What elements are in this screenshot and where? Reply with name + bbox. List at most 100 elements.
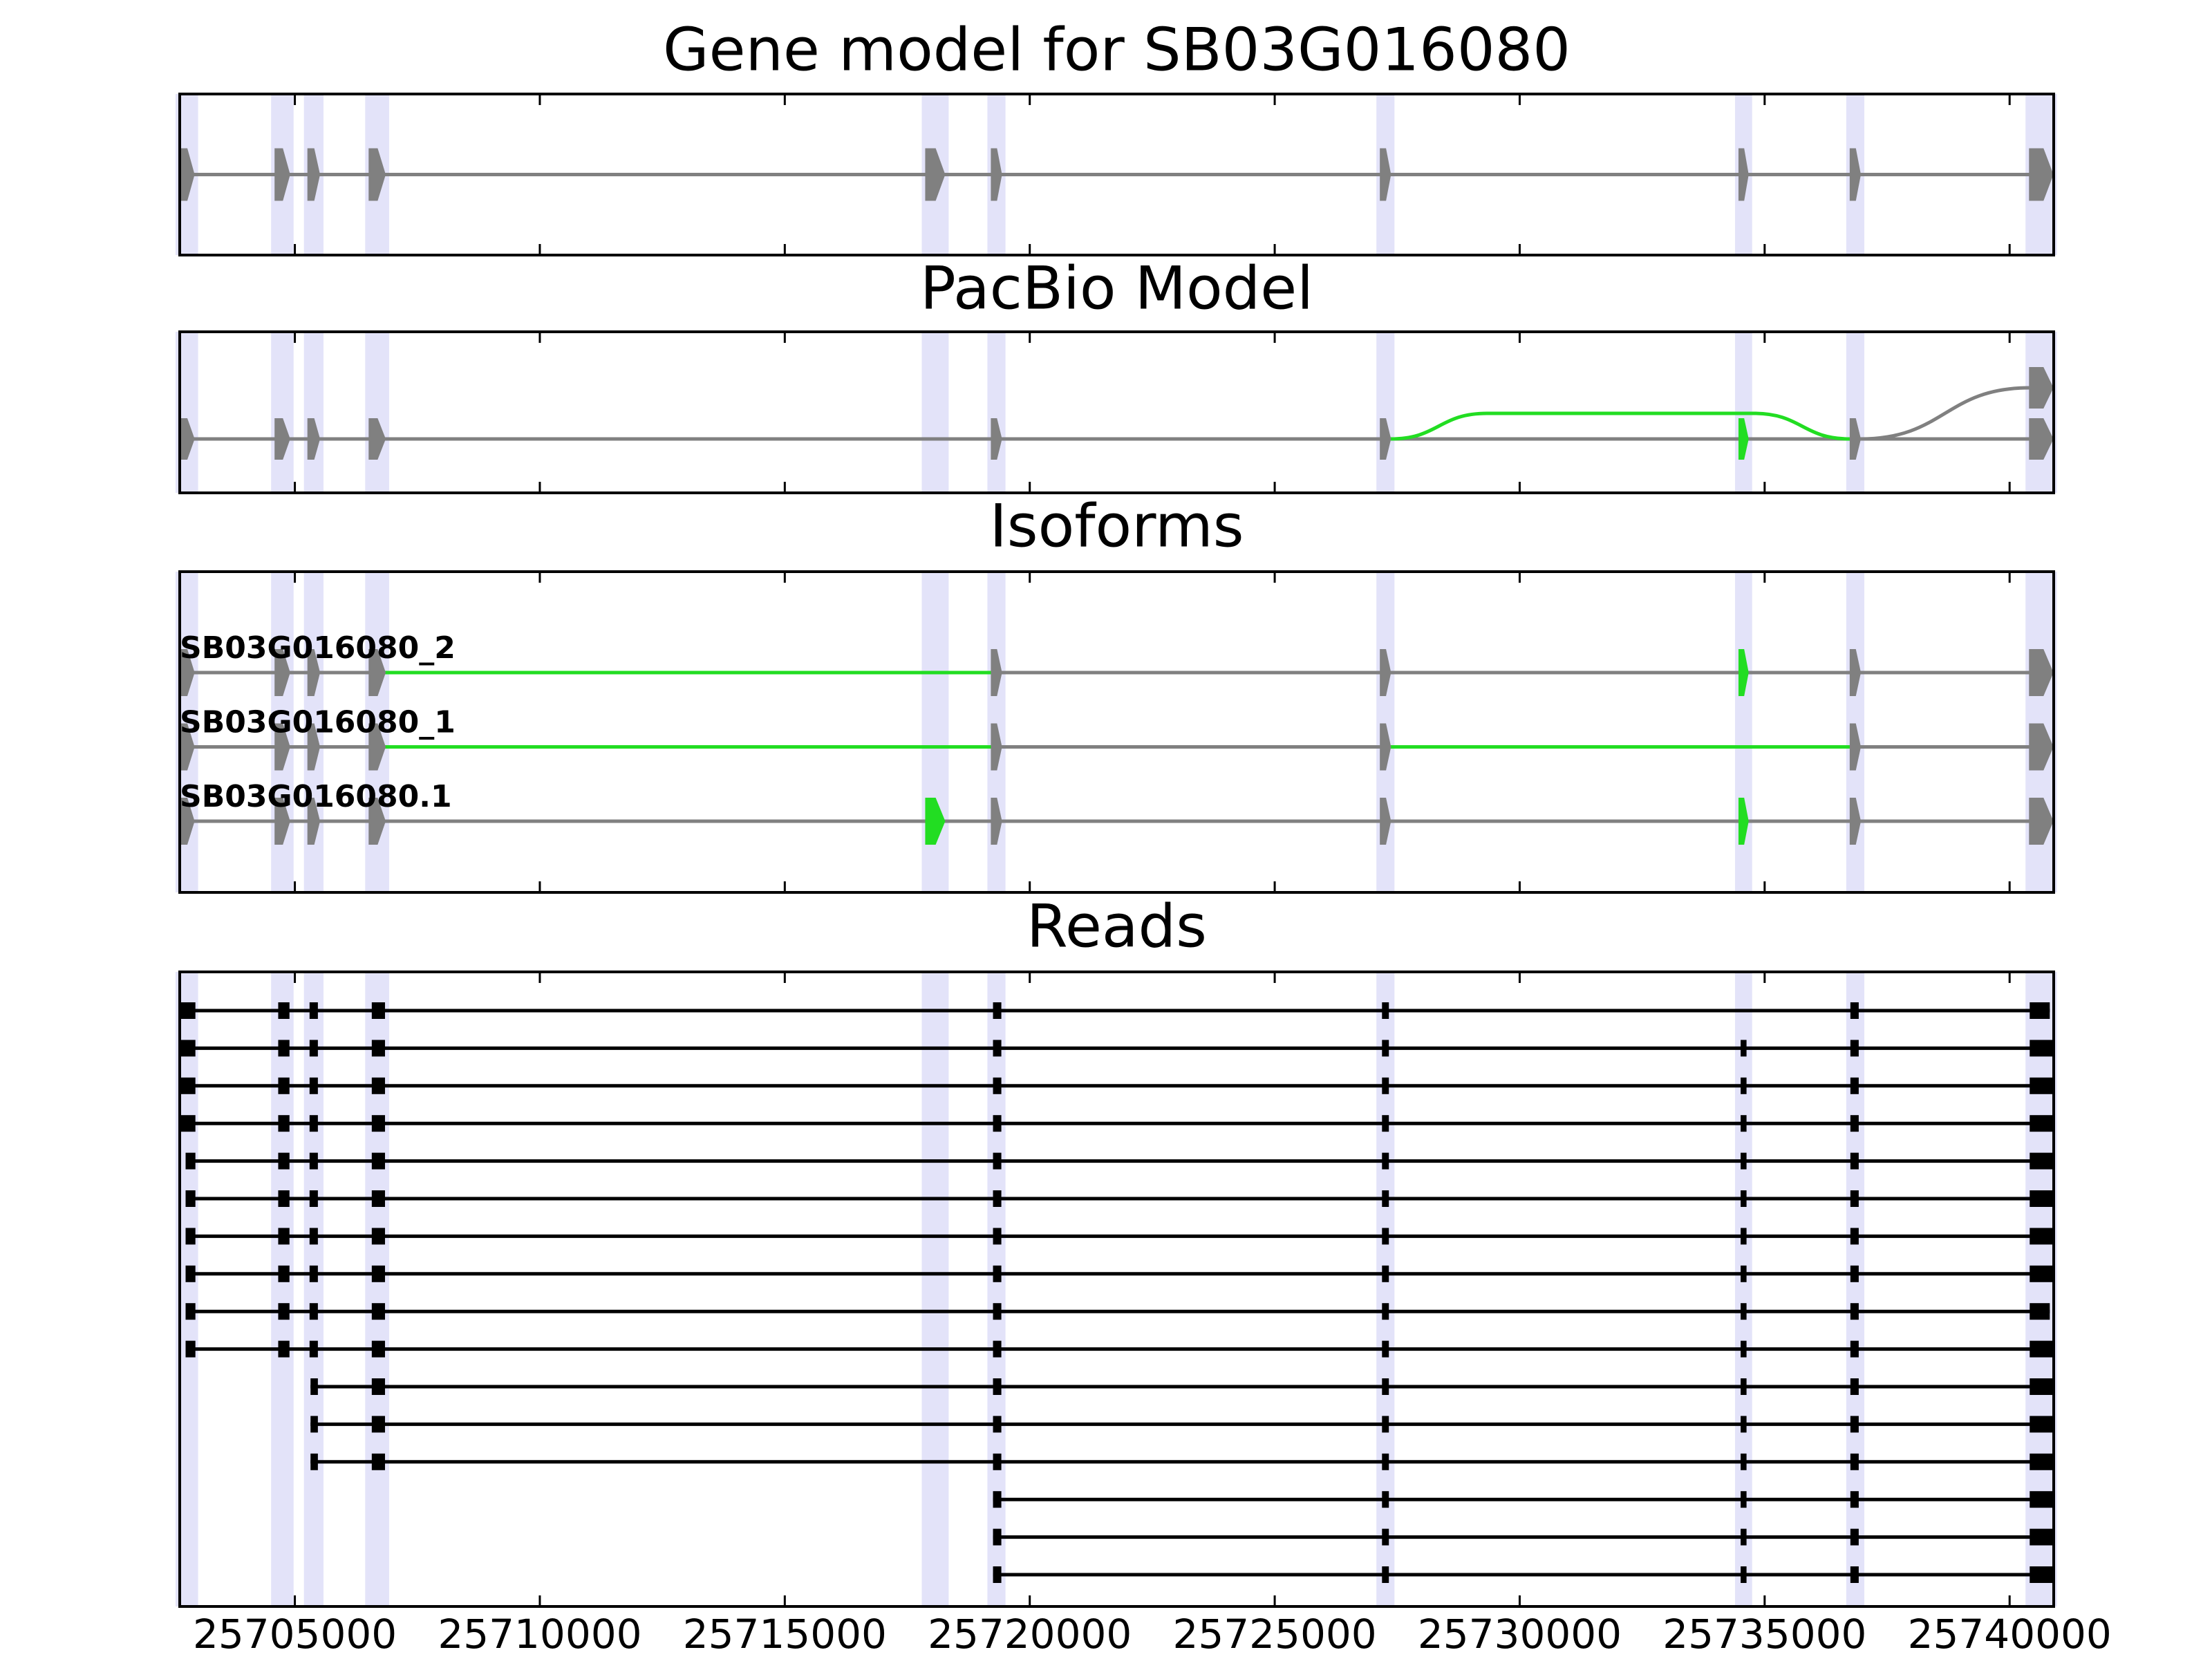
read-exon: [2030, 1378, 2053, 1395]
exon: [925, 148, 946, 201]
read-exon: [1382, 1378, 1389, 1395]
exon: [1380, 418, 1391, 460]
exon: [368, 723, 386, 771]
read-exon: [1741, 1077, 1747, 1094]
read-exon: [993, 1528, 1002, 1546]
x-tick-label: 25705000: [193, 1611, 397, 1658]
read-exon: [1741, 1303, 1747, 1320]
read-exon: [993, 1340, 1002, 1358]
x-tick-label: 25725000: [1172, 1611, 1376, 1658]
exon-band: [1734, 972, 1752, 1606]
read-exon: [185, 1228, 196, 1245]
read-exon: [371, 1002, 385, 1019]
read-exon: [371, 1340, 385, 1358]
read-exon: [2030, 1566, 2053, 1583]
read-exon: [309, 1340, 318, 1358]
read-exon: [185, 1152, 196, 1170]
exon: [1738, 649, 1749, 696]
exon: [1738, 798, 1749, 845]
exon: [368, 148, 386, 201]
read-exon: [310, 1453, 318, 1470]
exon: [274, 798, 290, 845]
read-exon: [993, 1040, 1002, 1057]
read-exon: [2030, 1152, 2053, 1170]
exon: [307, 148, 321, 201]
read-exon: [309, 1115, 318, 1132]
read-exon: [1850, 1566, 1859, 1583]
exon: [1738, 148, 1749, 201]
exon-band: [987, 332, 1006, 493]
read-exon: [993, 1416, 1002, 1433]
read-exon: [1741, 1528, 1747, 1546]
read-exon: [278, 1265, 290, 1282]
read-exon: [1850, 1453, 1859, 1470]
exon-band: [1846, 972, 1865, 1606]
exon: [1380, 723, 1391, 771]
read-exon: [371, 1040, 385, 1057]
isoform-label: SB03G016080_1: [180, 705, 456, 740]
read-exon: [2030, 1491, 2053, 1508]
exon-band: [1376, 972, 1395, 1606]
exon: [991, 418, 1002, 460]
panel-title: Gene model for SB03G016080: [663, 15, 1571, 84]
exon-band: [2025, 972, 2057, 1606]
exon-band: [303, 332, 324, 493]
axes-frame: [178, 93, 2055, 256]
read-exon: [2030, 1228, 2053, 1245]
exon: [307, 798, 321, 845]
exon: [2029, 798, 2054, 845]
read-exon: [278, 1303, 290, 1320]
read-exon: [2030, 1265, 2053, 1282]
read-exon: [1741, 1152, 1747, 1170]
axes-frame: [178, 971, 2055, 1608]
read-exon: [309, 1190, 318, 1207]
exon: [1380, 649, 1391, 696]
exon-band: [365, 332, 389, 493]
read-exon: [2030, 1040, 2053, 1057]
read-exon: [1850, 1528, 1859, 1546]
read-exon: [309, 1002, 318, 1019]
read-exon: [1382, 1566, 1389, 1583]
read-exon: [993, 1002, 1002, 1019]
read-exon: [1382, 1416, 1389, 1433]
exon: [1849, 798, 1862, 845]
exon: [368, 649, 386, 696]
read-exon: [1741, 1378, 1747, 1395]
read-exon: [2030, 1077, 2053, 1094]
read-exon: [1382, 1190, 1389, 1207]
read-exon: [278, 1340, 290, 1358]
read-exon: [371, 1152, 385, 1170]
read-exon: [1382, 1491, 1389, 1508]
read-exon: [309, 1303, 318, 1320]
x-tick-label: 25735000: [1662, 1611, 1866, 1658]
exon: [991, 649, 1002, 696]
read-exon: [371, 1228, 385, 1245]
read-exon: [1850, 1265, 1859, 1282]
splice-edge: [1390, 411, 1850, 441]
exon: [1380, 148, 1391, 201]
read-exon: [1850, 1002, 1859, 1019]
read-exon: [1382, 1265, 1389, 1282]
read-exon: [1741, 1453, 1747, 1470]
exon: [1738, 418, 1749, 460]
isoform-label: SB03G016080.1: [180, 779, 452, 814]
exon-band: [365, 972, 389, 1606]
exon-band: [1846, 332, 1865, 493]
exon-band: [921, 332, 949, 493]
exon: [991, 798, 1002, 845]
read-exon: [185, 1303, 196, 1320]
read-exon: [993, 1265, 1002, 1282]
read-exon: [1741, 1190, 1747, 1207]
read-exon: [1850, 1115, 1859, 1132]
exon: [1849, 723, 1862, 771]
read-exon: [278, 1152, 290, 1170]
read-exon: [1741, 1265, 1747, 1282]
read-exon: [2030, 1340, 2053, 1358]
read-exon: [993, 1566, 1002, 1583]
read-exon: [310, 1378, 318, 1395]
read-exon: [993, 1228, 1002, 1245]
read-exon: [1382, 1115, 1389, 1132]
read-exon: [180, 1115, 196, 1132]
read-exon: [2030, 1416, 2053, 1433]
exon: [274, 418, 290, 460]
